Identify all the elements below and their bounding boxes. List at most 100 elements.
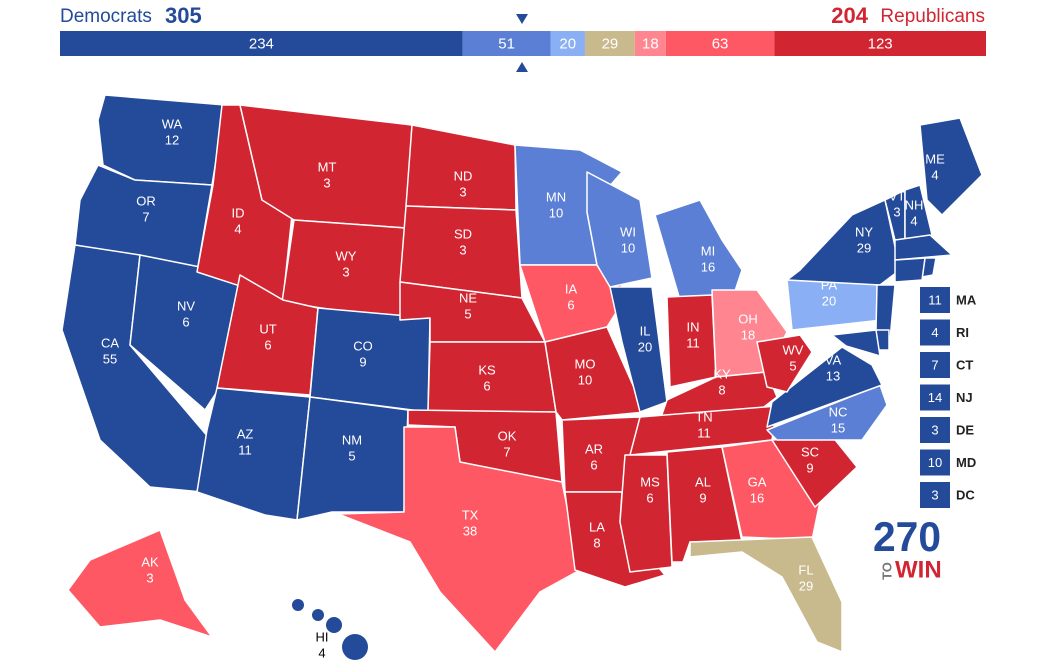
state-ev: 4 [318, 645, 325, 660]
state [756, 334, 813, 393]
logo-word: WIN [895, 556, 942, 583]
callout-abbr: MD [956, 455, 976, 470]
state-ev: 3 [323, 175, 330, 190]
callout-box [920, 352, 950, 378]
state-ev: 11 [686, 335, 700, 350]
state-abbr: OK [498, 428, 517, 443]
state-abbr: LA [589, 519, 605, 534]
state [326, 617, 342, 633]
state-abbr: TN [695, 409, 712, 424]
state-ev: 3 [893, 204, 900, 219]
state-ev: 3 [459, 242, 466, 257]
bar-segment [462, 31, 551, 56]
state-ev: 10 [621, 240, 635, 255]
state-ev: 3 [459, 184, 466, 199]
state-ev: 13 [826, 368, 840, 383]
state-abbr: HI [316, 629, 329, 644]
state-ev: 16 [701, 259, 715, 274]
callout-ev: 3 [931, 422, 938, 437]
state [894, 234, 953, 261]
bar-segment [634, 31, 666, 56]
state-abbr: NE [459, 290, 477, 305]
state-abbr: OR [136, 193, 156, 208]
state [919, 117, 983, 216]
state-abbr: ME [925, 151, 945, 166]
callout-box [920, 482, 950, 508]
callout-box [920, 384, 950, 411]
logo-number: 270 [873, 513, 941, 560]
state-ev: 9 [359, 354, 366, 369]
state-ev: 29 [799, 578, 813, 593]
rep-total: 204 [831, 3, 868, 28]
state-abbr: GA [748, 474, 767, 489]
state-ev: 12 [165, 132, 179, 147]
state-abbr: TX [462, 507, 479, 522]
state-abbr: AZ [237, 426, 254, 441]
state-ev: 7 [503, 444, 510, 459]
state [544, 326, 646, 421]
bar-label: 18 [642, 35, 659, 52]
state-abbr: NM [342, 432, 362, 447]
state-ev: 6 [483, 378, 490, 393]
state-ev: 18 [741, 327, 755, 342]
state-ev: 8 [593, 535, 600, 550]
state-abbr: MT [318, 159, 337, 174]
state [857, 339, 863, 345]
state-abbr: KY [713, 366, 731, 381]
state-ev: 20 [822, 293, 836, 308]
state [786, 199, 901, 286]
bar-label: 234 [249, 35, 274, 52]
state-ev: 3 [146, 570, 153, 585]
state [721, 439, 823, 541]
state [894, 257, 926, 283]
state-abbr: AK [141, 554, 159, 569]
state-ev: 6 [182, 314, 189, 329]
state-ev: 16 [750, 490, 764, 505]
state-ev: 20 [638, 339, 652, 354]
state-ev: 10 [549, 205, 563, 220]
state-abbr: WA [162, 116, 183, 131]
state-abbr: IL [640, 323, 651, 338]
state-ev: 3 [342, 264, 349, 279]
state-abbr: MS [640, 474, 660, 489]
state-ev: 9 [699, 490, 706, 505]
callout-abbr: RI [956, 325, 969, 340]
logo-small: TO [879, 562, 894, 580]
bar-segment [665, 31, 775, 56]
state [609, 286, 668, 413]
state-ev: 6 [646, 490, 653, 505]
state [97, 94, 226, 186]
callout-ev: 7 [931, 357, 938, 372]
state-abbr: AL [695, 474, 711, 489]
callout-box [920, 449, 950, 476]
state [337, 426, 581, 653]
state-ev: 5 [348, 448, 355, 463]
state-abbr: IA [565, 281, 578, 296]
state-abbr: WI [620, 224, 636, 239]
state [342, 634, 368, 660]
state [619, 454, 673, 573]
state-abbr: VA [825, 352, 842, 367]
state-ev: 4 [234, 221, 241, 236]
callout-abbr: DC [956, 487, 975, 502]
state-abbr: CO [353, 338, 373, 353]
state [654, 199, 743, 301]
state-abbr: AR [585, 441, 603, 456]
state [309, 307, 431, 413]
state [296, 396, 409, 521]
bar-label: 123 [868, 35, 893, 52]
state-abbr: NV [177, 298, 195, 313]
bar-label: 29 [602, 35, 619, 52]
state-abbr: SC [801, 444, 819, 459]
dem-label: Democrats [60, 6, 152, 27]
state [67, 529, 213, 638]
state [292, 599, 304, 611]
state [312, 609, 324, 621]
rep-label: Republicans [880, 6, 985, 27]
state-abbr: NC [829, 404, 848, 419]
callout-box [920, 319, 950, 346]
state-abbr: CA [101, 335, 119, 350]
callout-ev: 3 [931, 487, 938, 502]
bar-segment [774, 31, 986, 56]
